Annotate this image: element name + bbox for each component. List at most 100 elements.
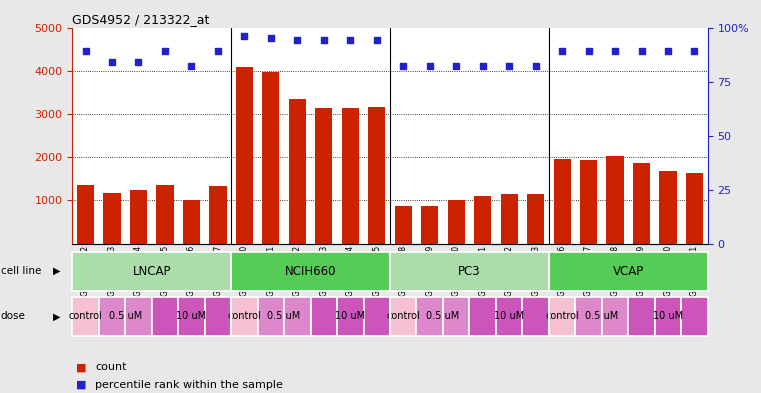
Text: 10 uM: 10 uM [653,311,683,321]
Bar [205,297,231,336]
Text: 0.5 uM: 0.5 uM [267,311,301,321]
Text: 0.5 uM: 0.5 uM [585,311,619,321]
Bar [337,297,364,336]
Text: ▶: ▶ [53,311,61,321]
Bar [390,297,416,336]
Point [503,63,515,70]
Bar [231,252,390,291]
Bar [342,108,359,244]
Bar [126,297,151,336]
Bar [156,185,174,244]
Bar [130,191,147,244]
Bar [72,297,99,336]
Bar [447,200,465,244]
Bar [496,297,522,336]
Bar [288,99,306,244]
Bar [575,297,602,336]
Bar [522,297,549,336]
Point [424,63,436,70]
Text: 10 uM: 10 uM [336,311,365,321]
Text: 0.5 uM: 0.5 uM [426,311,460,321]
Point [265,35,277,41]
Bar [236,67,253,244]
Bar [549,297,575,336]
Bar [629,297,654,336]
Bar [315,108,333,244]
Text: 10 uM: 10 uM [494,311,524,321]
Text: control: control [387,311,420,321]
Point [609,48,621,54]
Point [556,48,568,54]
Bar [416,297,443,336]
Text: dose: dose [1,311,26,321]
Point [662,48,674,54]
Bar [263,72,279,244]
Bar [580,160,597,244]
Point [371,37,383,44]
Bar [474,196,492,244]
Point [291,37,304,44]
Bar [72,252,231,291]
Point [106,59,118,65]
Point [689,48,701,54]
Bar [527,193,544,244]
Bar [549,252,708,291]
Bar [368,107,385,244]
Point [344,37,356,44]
Text: control: control [545,311,579,321]
Bar [686,173,703,244]
Text: PC3: PC3 [458,264,481,278]
Point [79,48,91,54]
Bar [501,193,517,244]
Point [530,63,542,70]
Bar [602,297,629,336]
Point [186,63,198,70]
Text: ■: ■ [76,362,87,373]
Text: count: count [95,362,126,373]
Bar [681,297,708,336]
Bar [103,193,120,244]
Point [238,33,250,39]
Text: control: control [68,311,103,321]
Bar [364,297,390,336]
Bar [395,206,412,244]
Text: NCIH660: NCIH660 [285,264,336,278]
Bar [151,297,178,336]
Bar [183,200,200,244]
Text: LNCAP: LNCAP [132,264,171,278]
Bar [633,163,650,244]
Bar [553,159,571,244]
Bar [390,252,549,291]
Text: GDS4952 / 213322_at: GDS4952 / 213322_at [72,13,210,26]
Text: VCAP: VCAP [613,264,644,278]
Point [476,63,489,70]
Bar [660,171,677,244]
Bar [470,297,496,336]
Bar [310,297,337,336]
Point [397,63,409,70]
Point [582,48,594,54]
Bar [284,297,310,336]
Bar [178,297,205,336]
Text: cell line: cell line [1,266,41,276]
Bar [421,206,438,244]
Bar [443,297,470,336]
Bar [77,185,94,244]
Text: 0.5 uM: 0.5 uM [109,311,142,321]
Text: 10 uM: 10 uM [177,311,206,321]
Point [212,48,224,54]
Text: ▶: ▶ [53,266,61,276]
Text: percentile rank within the sample: percentile rank within the sample [95,380,283,390]
Point [635,48,648,54]
Point [318,37,330,44]
Bar [654,297,681,336]
Bar [99,297,126,336]
Point [159,48,171,54]
Bar [258,297,284,336]
Text: control: control [228,311,261,321]
Bar [231,297,258,336]
Text: ■: ■ [76,380,87,390]
Bar [209,186,227,244]
Point [132,59,145,65]
Bar [607,156,624,244]
